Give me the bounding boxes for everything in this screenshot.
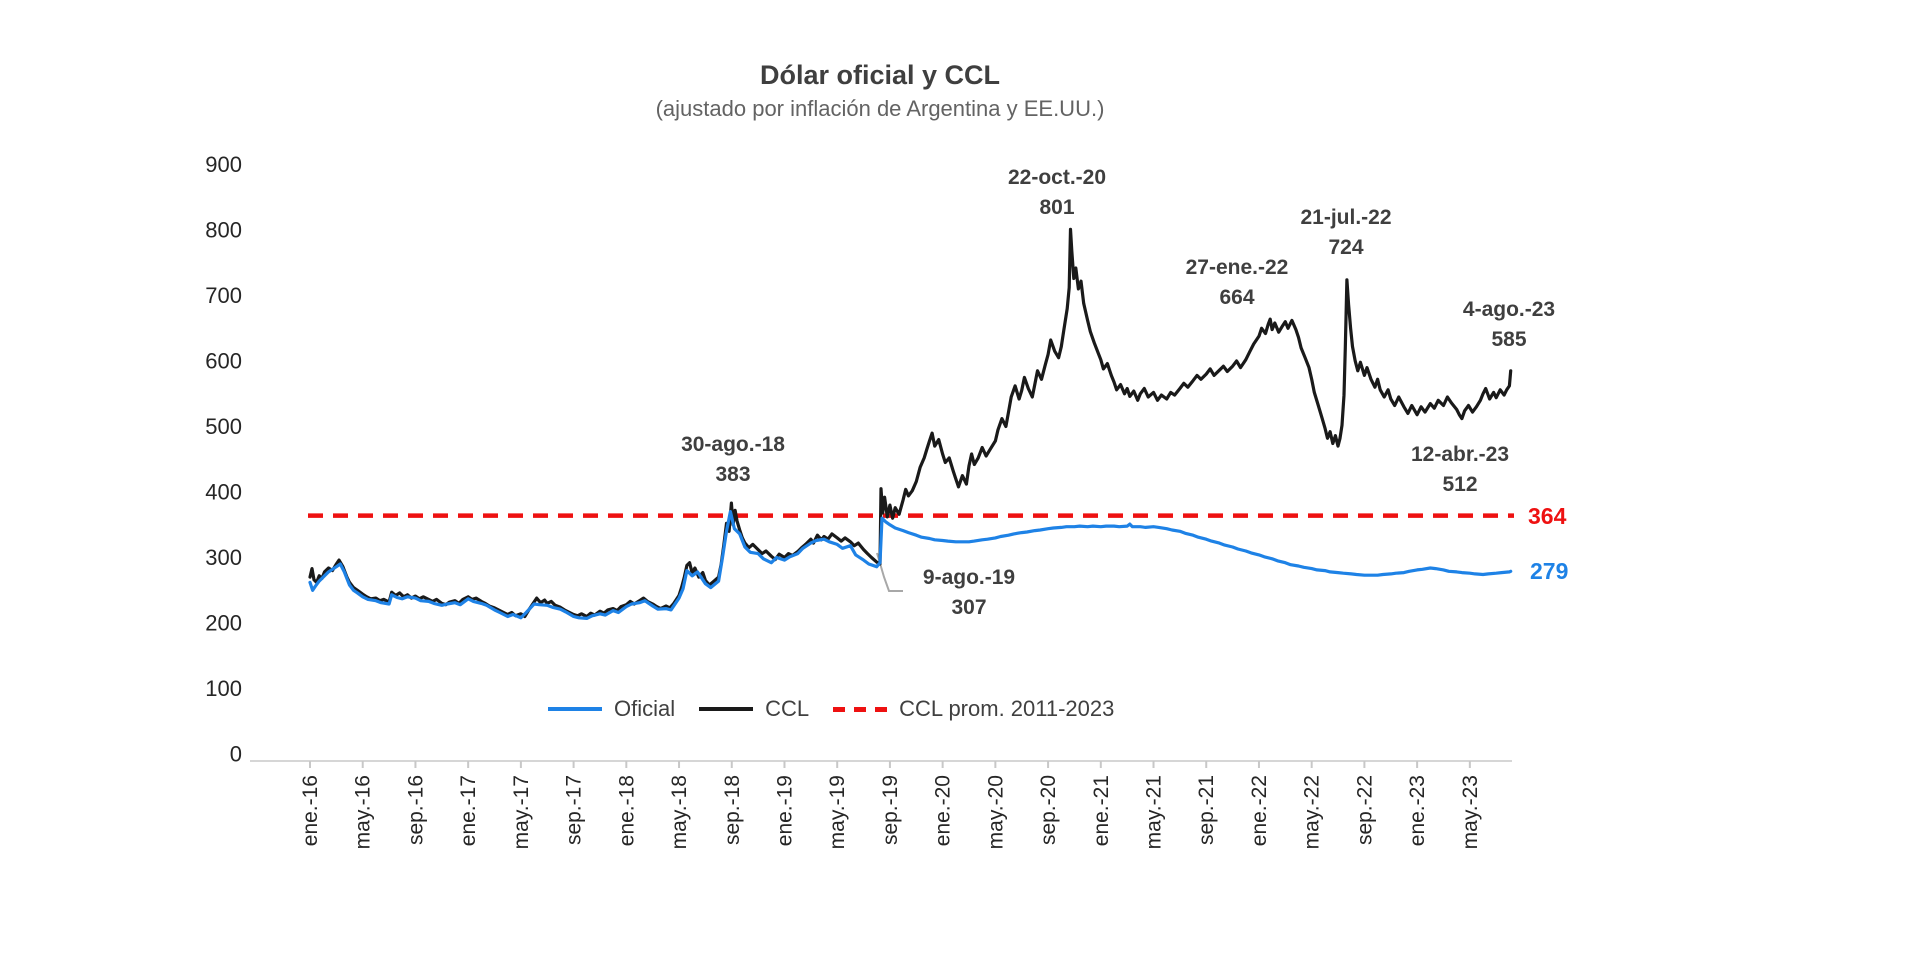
oficial-line-swatch	[548, 707, 602, 711]
x-axis-tick-label: may.-22	[1301, 775, 1324, 849]
x-axis-tick-label: may.-20	[984, 775, 1007, 849]
x-axis-tick-label: may.-17	[510, 775, 533, 849]
y-axis-tick-label: 800	[205, 218, 242, 243]
x-axis-tick-label: sep.-21	[1195, 775, 1218, 845]
legend: Oficial CCL CCL prom. 2011-2023	[548, 696, 1114, 722]
x-axis-tick-label: sep.-16	[404, 775, 427, 845]
x-axis-tick-label: ene.-18	[615, 775, 638, 846]
series-line-ccl	[308, 227, 1513, 619]
y-axis-tick-label: 900	[205, 152, 242, 177]
x-axis-tick-label: may.-16	[352, 775, 375, 849]
x-axis-tick-label: sep.-19	[879, 775, 902, 845]
legend-label-ccl: CCL	[765, 696, 810, 721]
legend-label-ccl-prom: CCL prom. 2011-2023	[899, 696, 1115, 721]
x-axis-tick-label: ene.-21	[1090, 775, 1113, 846]
x-axis-tick-label: may.-23	[1459, 775, 1482, 849]
annotation-12-abr-23: 12-abr.-23 512	[1410, 443, 1510, 496]
annotation-30-ago-18: 30-ago.-18 383	[681, 433, 785, 486]
x-axis-tick-label: sep.-20	[1037, 775, 1060, 845]
x-axis-tick-label: sep.-18	[721, 775, 744, 845]
annotation-22-oct-20: 22-oct.-20 801	[1007, 166, 1107, 219]
x-axis-tick-label: ene.-20	[932, 775, 955, 846]
y-axis-tick-label: 300	[205, 545, 242, 570]
annotation-4-ago-23: 4-ago.-23 585	[1462, 298, 1556, 351]
y-axis-tick-label: 400	[205, 480, 242, 505]
x-axis-tick-label: ene.-23	[1406, 775, 1429, 846]
y-axis-tick-label: 100	[205, 676, 242, 701]
y-axis-tick-label: 200	[205, 611, 242, 636]
annotation-27-ene-22: 27-ene.-22 664	[1185, 256, 1289, 309]
oficial-end-value-label: 279	[1530, 558, 1569, 584]
legend-item-oficial: Oficial	[548, 696, 675, 722]
ccl-prom-dashed-swatch	[833, 706, 888, 712]
legend-label-oficial: Oficial	[614, 696, 676, 721]
chart-subtitle: (ajustado por inflación de Argentina y E…	[655, 96, 1105, 121]
chart-title: Dólar oficial y CCL	[759, 60, 1001, 90]
x-axis-tick-label: ene.-19	[773, 775, 796, 846]
annotation-9-ago-19: 9-ago.-19 307	[922, 566, 1016, 619]
x-axis-tick-label: ene.-17	[457, 775, 480, 846]
legend-item-ccl: CCL	[699, 696, 809, 722]
y-axis-tick-label: 0	[230, 742, 242, 767]
x-axis-tick-label: may.-21	[1143, 775, 1166, 849]
ccl-average-value-label: 364	[1528, 503, 1567, 529]
x-axis-tick-label: ene.-22	[1248, 775, 1271, 846]
y-axis-tick-label: 600	[205, 349, 242, 374]
legend-item-ccl-prom: CCL prom. 2011-2023	[833, 696, 1114, 722]
x-axis-tick-label: ene.-16	[299, 775, 322, 846]
x-axis-tick-label: sep.-22	[1353, 775, 1376, 845]
annotation-21-jul-22: 21-jul.-22 724	[1300, 206, 1392, 259]
x-axis-tick-label: may.-18	[668, 775, 691, 849]
series-line-oficial	[308, 510, 1513, 620]
x-axis-tick-label: may.-19	[826, 775, 849, 849]
y-axis-tick-label: 500	[205, 414, 242, 439]
y-axis-tick-label: 700	[205, 283, 242, 308]
x-axis-tick-label: sep.-17	[563, 775, 586, 845]
ccl-line-swatch	[699, 707, 754, 711]
